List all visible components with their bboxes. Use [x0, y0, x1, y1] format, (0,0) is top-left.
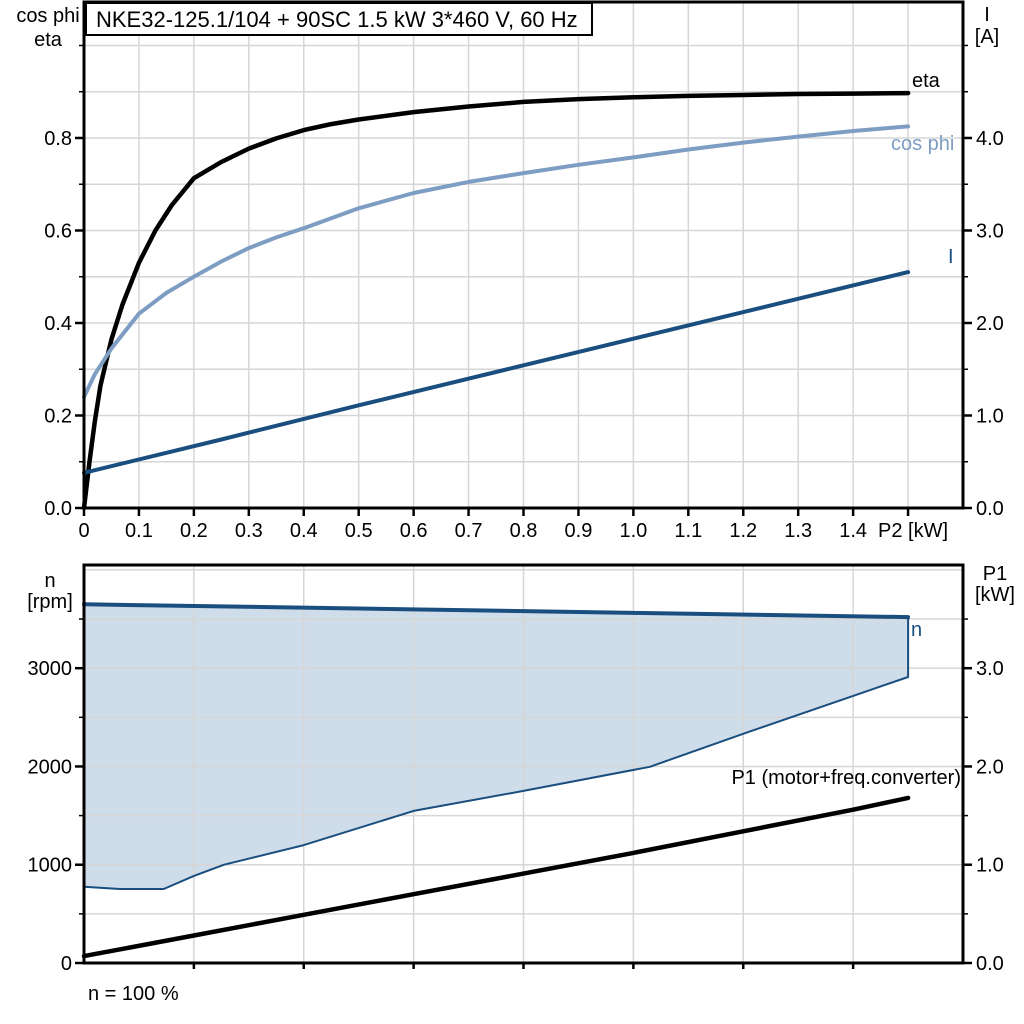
- speed-curve-n: [82, 602, 911, 620]
- bottom-chart: n P1 (motor+freq.converter) 0 1000 2000 3000 0…: [27, 563, 1015, 1005]
- p1-curve: [81, 795, 911, 959]
- x-axis-tick-label: 0.2: [180, 520, 208, 542]
- speed-range-region: [84, 604, 909, 889]
- y-left-tick-label: 0: [61, 953, 72, 975]
- y-right-axis-title: [kW]: [975, 584, 1015, 606]
- x-axis-tick-label: 0.1: [125, 520, 153, 542]
- cos_phi-curve-label: cos phi: [891, 133, 954, 155]
- y-right-tick-label: 2.0: [976, 313, 1004, 335]
- p1-curve-label: P1 (motor+freq.converter): [731, 767, 961, 789]
- current-curve-label: I: [948, 246, 954, 268]
- speed-region-lower-border: [83, 617, 910, 890]
- x-axis-tick-label: 1.4: [839, 520, 867, 542]
- y-left-tick-label: 0.4: [44, 313, 72, 335]
- y-right-tick-label: 1.0: [976, 405, 1004, 427]
- n-curve-label: n: [911, 619, 922, 641]
- x-axis-tick-label: 1.0: [619, 520, 647, 542]
- y-right-axis-title: I: [984, 4, 990, 26]
- x-axis-tick-label: 0.8: [510, 520, 538, 542]
- y-right-tick-label: 0.0: [976, 953, 1004, 975]
- y-left-tick-label: 0.6: [44, 220, 72, 242]
- y-left-axis-title: n: [44, 570, 55, 592]
- y-left-tick-label: 0.8: [44, 128, 72, 150]
- eta-curve-label: eta: [912, 70, 941, 92]
- y-left-axis-title: [rpm]: [27, 591, 73, 613]
- x-axis-tick-label: 0.6: [400, 520, 428, 542]
- y-left-axis-title: eta: [34, 29, 63, 51]
- eta-curve: [81, 90, 911, 511]
- y-left-tick-label: 1000: [28, 855, 73, 877]
- x-axis-tick-label: 0.3: [235, 520, 263, 542]
- y-right-tick-label: 2.0: [976, 756, 1004, 778]
- y-right-tick-label: 4.0: [976, 128, 1004, 150]
- current-curve: [82, 270, 911, 475]
- x-axis-tick-label: 1.3: [784, 520, 812, 542]
- x-axis-tick-label: 1.2: [729, 520, 757, 542]
- y-left-tick-label: 0.0: [44, 498, 72, 520]
- x-axis-tick-label: 0.5: [345, 520, 373, 542]
- chart-title: NKE32-125.1/104 + 90SC 1.5 kW 3*460 V, 6…: [96, 7, 578, 32]
- y-left-tick-label: 2000: [28, 756, 73, 778]
- y-right-tick-label: 1.0: [976, 855, 1004, 877]
- y-right-axis-title: [A]: [975, 26, 999, 48]
- x-axis-tick-label: 0.7: [455, 520, 483, 542]
- y-right-tick-label: 3.0: [976, 658, 1004, 680]
- cos_phi-curve: [82, 124, 911, 399]
- y-right-axis-title: P1: [983, 563, 1007, 585]
- x-axis-tick-label: 1.1: [674, 520, 702, 542]
- chart-title-box: [85, 2, 593, 36]
- y-left-tick-label: 3000: [28, 658, 73, 680]
- y-left-tick-label: 0.2: [44, 405, 72, 427]
- y-right-tick-label: 0.0: [976, 498, 1004, 520]
- y-right-tick-label: 3.0: [976, 220, 1004, 242]
- x-axis-title: P2 [kW]: [878, 520, 948, 542]
- x-axis-tick-label: 0.9: [565, 520, 593, 542]
- y-left-axis-title: cos phi: [16, 5, 79, 27]
- x-axis-tick-label: 0.4: [290, 520, 318, 542]
- x-axis-tick-label: 0: [78, 520, 89, 542]
- speed-annotation: n = 100 %: [88, 983, 179, 1005]
